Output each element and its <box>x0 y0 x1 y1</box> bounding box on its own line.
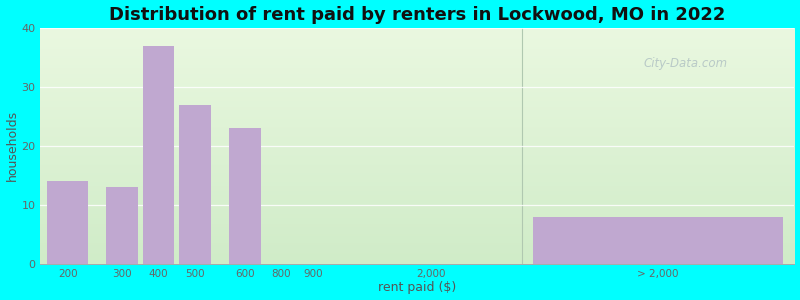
Bar <box>106 187 138 264</box>
Text: City-Data.com: City-Data.com <box>644 57 728 70</box>
X-axis label: rent paid ($): rent paid ($) <box>378 281 457 294</box>
Bar <box>47 181 88 264</box>
Y-axis label: households: households <box>6 110 18 182</box>
Bar <box>179 105 210 264</box>
Bar <box>229 128 261 264</box>
Bar <box>142 46 174 264</box>
Bar <box>534 217 783 264</box>
Title: Distribution of rent paid by renters in Lockwood, MO in 2022: Distribution of rent paid by renters in … <box>109 6 726 24</box>
